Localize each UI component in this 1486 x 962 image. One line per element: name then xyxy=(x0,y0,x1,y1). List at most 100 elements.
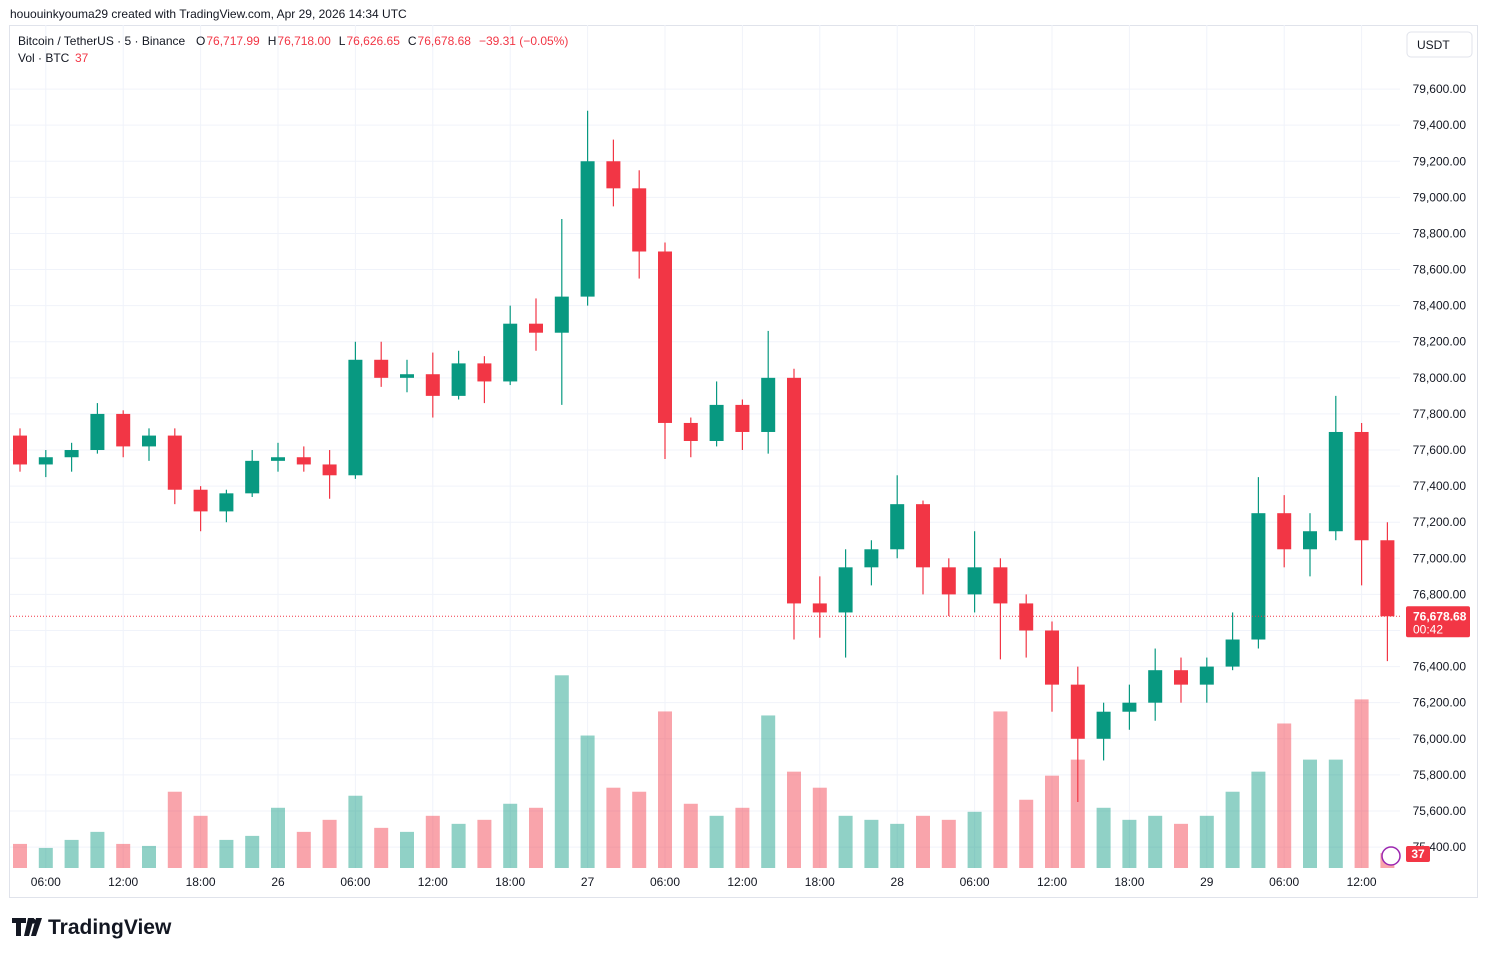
x-tick-label: 12:00 xyxy=(108,875,138,889)
volume-bar xyxy=(606,787,621,868)
candle-body xyxy=(993,567,1008,604)
ohlc-value: 76,717.99 xyxy=(206,34,260,48)
currency[interactable]: USDT xyxy=(1417,38,1450,52)
candle-body xyxy=(967,567,982,595)
volume-bar xyxy=(1354,699,1369,868)
candle-body xyxy=(1019,603,1034,631)
y-tick-label: 77,600.00 xyxy=(1413,443,1467,457)
last-price-label: 76,678.68 xyxy=(1413,609,1467,623)
candle-body xyxy=(400,374,414,378)
volume-bar xyxy=(1045,775,1059,868)
candle-body xyxy=(38,457,53,465)
y-tick-label: 75,800.00 xyxy=(1413,768,1467,782)
volume-bar xyxy=(1277,723,1292,868)
volume-bar xyxy=(271,807,285,868)
x-tick-label: 18:00 xyxy=(1114,875,1144,889)
x-tick-label: 06:00 xyxy=(650,875,680,889)
ohlc-legend: O 76,717.99 H 76,718.00 L 76,626.65 C 76,678.68… xyxy=(196,34,568,48)
volume-bar xyxy=(890,823,905,868)
candle-body xyxy=(13,435,27,465)
volume-bar xyxy=(38,847,53,868)
volume-bar xyxy=(761,715,776,868)
x-tick-label: 18:00 xyxy=(495,875,525,889)
ohlc-letter: C xyxy=(408,34,417,48)
candle-body xyxy=(1277,513,1292,550)
volume-bar xyxy=(709,815,724,868)
ohlc-letter: O xyxy=(196,34,205,48)
volume-bar xyxy=(374,827,389,868)
candle-body xyxy=(1148,670,1163,703)
ohlc-letter: L xyxy=(339,34,346,48)
volume-bar xyxy=(941,819,956,868)
candle-body xyxy=(1045,630,1059,685)
volume-bar xyxy=(193,815,208,868)
candle-body xyxy=(1354,431,1369,541)
volume-bar xyxy=(838,815,853,868)
y-tick-label: 79,400.00 xyxy=(1413,118,1467,132)
volume-pane xyxy=(13,675,1395,868)
volume-bar xyxy=(916,815,930,868)
logo-icon xyxy=(12,918,34,936)
candle-body xyxy=(529,323,543,333)
volume-bar xyxy=(1251,771,1266,868)
candle-body xyxy=(193,489,208,512)
x-tick-label: 12:00 xyxy=(727,875,757,889)
candle-body xyxy=(271,457,285,461)
candle-body xyxy=(941,567,956,595)
x-tick-label: 29 xyxy=(1200,875,1214,889)
x-tick-label: 06:00 xyxy=(960,875,990,889)
volume-bar xyxy=(167,791,182,868)
volume-bar xyxy=(967,811,982,868)
volume-bar xyxy=(787,771,801,868)
volume-bar xyxy=(993,711,1008,868)
ohlc-value: 76,626.65 xyxy=(346,34,400,48)
axes: 75,400.0075,600.0075,800.0076,000.0076,2… xyxy=(10,82,1470,889)
y-tick-label: 77,800.00 xyxy=(1413,407,1467,421)
ohlc-value: 76,718.00 xyxy=(277,34,331,48)
x-tick-label: 06:00 xyxy=(31,875,61,889)
volume-bar xyxy=(1148,815,1163,868)
volume-bar xyxy=(322,819,337,868)
y-tick-label: 75,600.00 xyxy=(1413,804,1467,818)
last-price-box xyxy=(1406,606,1470,638)
volume-bar xyxy=(348,795,363,868)
candle-body xyxy=(219,493,234,512)
y-tick-label: 76,800.00 xyxy=(1413,587,1467,601)
x-tick-label: 18:00 xyxy=(186,875,216,889)
candle-body xyxy=(916,504,930,568)
y-tick-label: 76,000.00 xyxy=(1413,732,1467,746)
candle-body xyxy=(451,363,466,396)
candle-body xyxy=(735,404,750,432)
candle-body xyxy=(709,404,724,441)
y-tick-label: 77,000.00 xyxy=(1413,551,1467,565)
volume-bar xyxy=(1122,819,1137,868)
candle-body xyxy=(167,435,182,490)
candle-body xyxy=(1380,540,1395,617)
candle-body xyxy=(503,323,518,382)
y-tick-label: 77,400.00 xyxy=(1413,479,1467,493)
y-tick-label: 76,200.00 xyxy=(1413,696,1467,710)
x-tick-label: 12:00 xyxy=(418,875,448,889)
volume-bar xyxy=(1019,799,1034,868)
candle-body xyxy=(1122,702,1137,712)
volume-bar xyxy=(142,845,156,868)
candle-body xyxy=(322,464,337,476)
y-tick-label: 79,600.00 xyxy=(1413,82,1467,96)
y-tick-label: 78,400.00 xyxy=(1413,299,1467,313)
candle-body xyxy=(142,435,156,447)
volume-bar xyxy=(658,711,672,868)
volume-bar xyxy=(632,791,647,868)
candle-body xyxy=(1096,711,1111,739)
candle-body xyxy=(606,161,621,189)
logo-dot xyxy=(30,918,36,924)
x-tick-label: 06:00 xyxy=(340,875,370,889)
volume-bar xyxy=(864,819,879,868)
currency-button[interactable] xyxy=(1406,31,1473,58)
countdown: 00:42 xyxy=(1413,622,1443,636)
volume-bar xyxy=(683,803,698,868)
x-tick-label: 28 xyxy=(891,875,905,889)
candle-body xyxy=(348,359,363,476)
candle-body xyxy=(632,188,647,252)
